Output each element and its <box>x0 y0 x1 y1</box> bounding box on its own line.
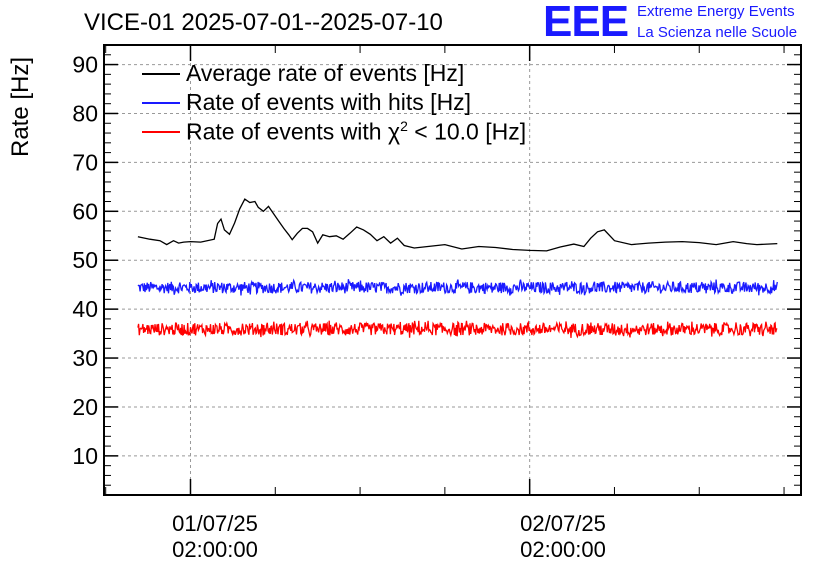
x-tick-date-1: 02/07/25 <box>520 511 606 536</box>
x-tick-time-1: 02:00:00 <box>520 537 606 562</box>
axis-ticks <box>104 44 801 496</box>
legend-label-chi2-sup: 2 <box>400 118 408 134</box>
legend <box>142 73 180 133</box>
chart-title: VICE-01 2025-07-01--2025-07-10 <box>84 9 443 36</box>
legend-label-chi2-main: Rate of events with χ <box>186 118 401 145</box>
x-tick-label-0: 01/07/25 02:00:00 <box>155 511 275 563</box>
series-line-1 <box>137 278 778 296</box>
legend-label-hits: Rate of events with hits [Hz] <box>186 89 472 115</box>
legend-label-chi2: Rate of events with χ2 < 10.0 [Hz] <box>186 118 526 146</box>
y-tick-label: 60 <box>72 198 98 224</box>
y-tick-label: 70 <box>72 149 98 175</box>
y-axis-label: Rate [Hz] <box>7 56 34 157</box>
y-axis-label-wrapper: Rate [Hz] <box>0 57 76 157</box>
y-tick-label: 80 <box>72 100 98 126</box>
series-line-0 <box>137 198 778 252</box>
series-line-2 <box>137 320 778 339</box>
x-tick-label-1: 02/07/25 02:00:00 <box>503 511 623 563</box>
x-tick-time-0: 02:00:00 <box>172 537 258 562</box>
y-tick-label: 40 <box>72 296 98 322</box>
y-tick-label: 20 <box>72 394 98 420</box>
grid-lines <box>104 45 801 495</box>
legend-label-average: Average rate of events [Hz] <box>186 60 465 86</box>
eee-logo: EEE <box>543 0 629 46</box>
y-tick-labels: 10 20 30 40 50 60 70 80 90 <box>72 52 98 469</box>
legend-label-chi2-tail: < 10.0 [Hz] <box>407 118 527 145</box>
y-tick-label: 50 <box>72 247 98 273</box>
x-tick-date-0: 01/07/25 <box>172 511 258 536</box>
y-tick-label: 90 <box>72 52 98 78</box>
logo-subtitle-line2: La Scienza nelle Scuole <box>637 24 798 41</box>
series-layer <box>137 198 778 339</box>
logo-subtitle-line1: Extreme Energy Events <box>637 3 795 20</box>
y-tick-label: 30 <box>72 345 98 371</box>
y-tick-label: 10 <box>72 443 98 469</box>
